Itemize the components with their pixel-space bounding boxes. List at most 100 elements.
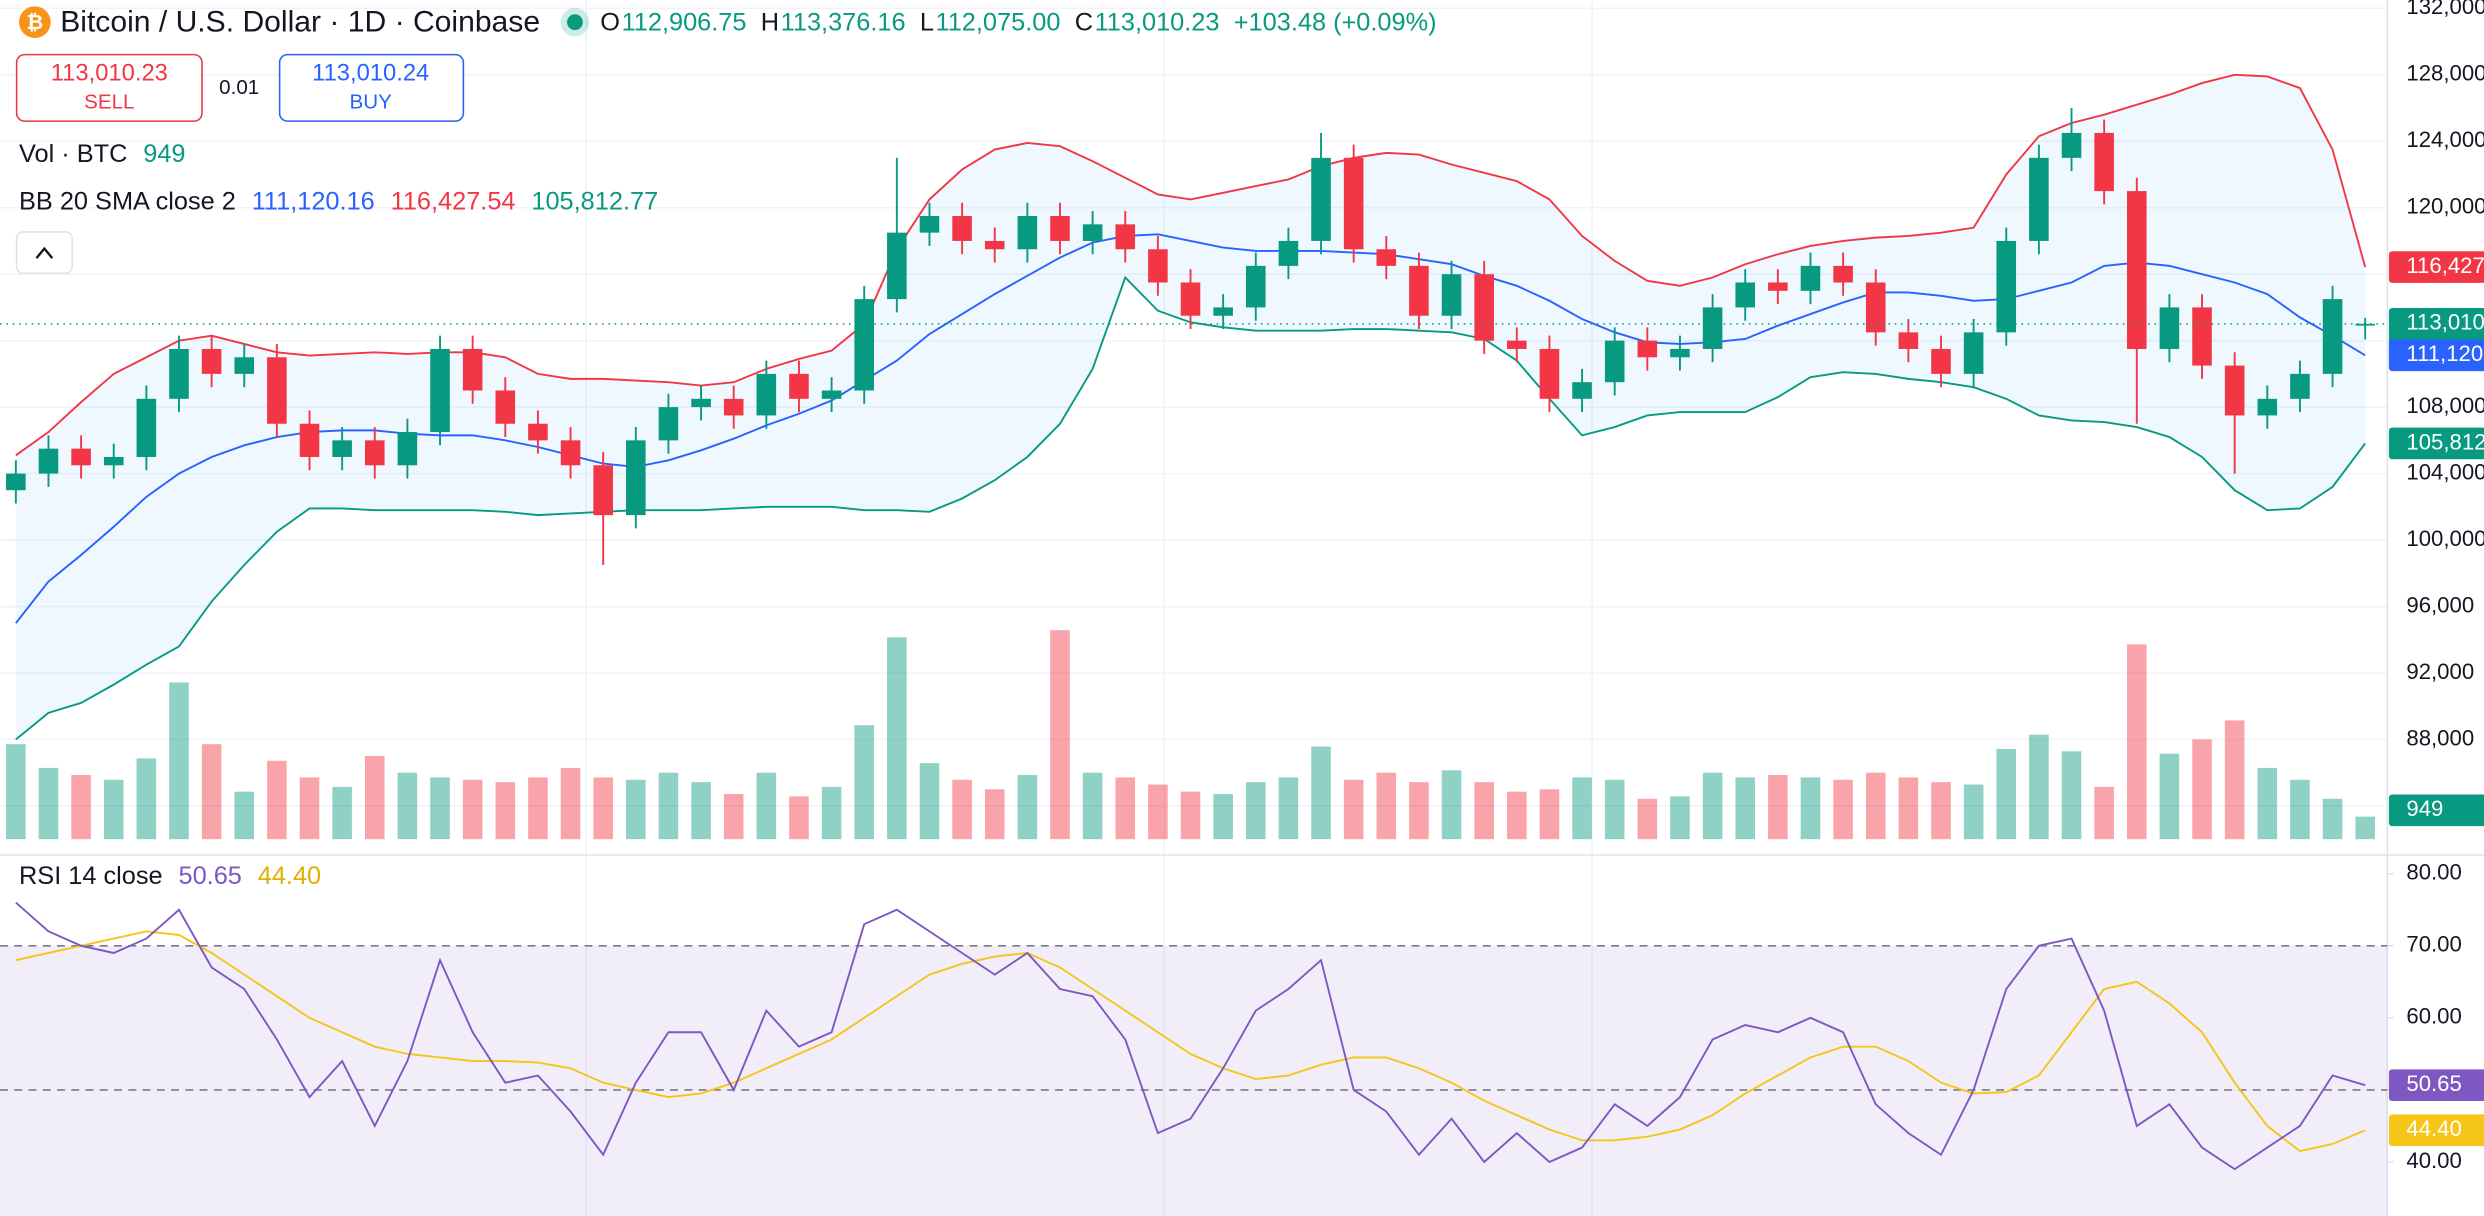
candle-body bbox=[789, 373, 809, 399]
volume-bar bbox=[1213, 794, 1233, 840]
volume-bar bbox=[38, 767, 59, 840]
candle-body bbox=[1050, 216, 1070, 241]
volume-bar bbox=[1800, 777, 1821, 840]
volume-bar bbox=[201, 744, 222, 840]
badge-bb-lower-bg bbox=[2388, 427, 2484, 460]
volume-bar bbox=[1311, 746, 1331, 840]
rsi-label: RSI 14 close bbox=[19, 862, 163, 890]
volume-bar bbox=[1017, 775, 1038, 840]
candle-body bbox=[626, 440, 646, 516]
volume-bar bbox=[1148, 784, 1168, 840]
candle-body bbox=[821, 390, 842, 399]
volume-bar bbox=[1963, 784, 1984, 840]
badge-bb-basis-bg bbox=[2388, 339, 2484, 372]
candle-body bbox=[1996, 240, 2017, 333]
volume-bar bbox=[821, 786, 842, 840]
candle-body bbox=[1963, 332, 1984, 374]
candle-body bbox=[658, 407, 679, 441]
volume-bar bbox=[560, 767, 581, 840]
candle-body bbox=[2257, 398, 2278, 416]
y-tick-label: 128,000 bbox=[2406, 61, 2484, 86]
candle-body bbox=[1474, 274, 1494, 341]
y-tick-label: 120,000 bbox=[2406, 194, 2484, 219]
candle-body bbox=[756, 373, 777, 416]
volume-bar bbox=[364, 756, 385, 840]
y-tick-label: 108,000 bbox=[2406, 393, 2484, 418]
volume-bar bbox=[430, 777, 450, 840]
rsi-tick-label: 80.00 bbox=[2406, 860, 2461, 885]
candle-body bbox=[1017, 216, 1038, 250]
candle-body bbox=[38, 448, 59, 474]
volume-bar bbox=[1572, 777, 1592, 840]
volume-bar bbox=[952, 779, 972, 840]
buy-button[interactable] bbox=[278, 53, 465, 122]
ohlc-value: 112,906.75 bbox=[622, 8, 747, 36]
candle-body bbox=[1898, 332, 1919, 349]
candle-body bbox=[723, 398, 744, 416]
volume-bar bbox=[1735, 777, 1756, 840]
y-tick-label: 100,000 bbox=[2406, 526, 2484, 551]
volume-value: 949 bbox=[143, 140, 185, 168]
candle-body bbox=[1376, 249, 1397, 266]
volume-bar bbox=[2355, 816, 2375, 840]
y-tick-label: 132,000 bbox=[2406, 0, 2484, 19]
volume-bar bbox=[1278, 777, 1299, 840]
candle-body bbox=[2159, 307, 2180, 349]
candle-body bbox=[1082, 224, 1103, 241]
candle-body bbox=[887, 232, 907, 300]
badge-rsi-text: 50.65 bbox=[2406, 1071, 2461, 1096]
volume-bar bbox=[658, 772, 679, 840]
badge-bb-basis: 111,120.16 bbox=[2388, 339, 2484, 372]
candle-body bbox=[267, 357, 287, 424]
rsi-tick-label: 70.00 bbox=[2406, 932, 2461, 957]
volume-bar bbox=[1343, 779, 1364, 840]
candle-body bbox=[1768, 282, 1788, 291]
candle-body bbox=[1343, 157, 1364, 250]
candle-body bbox=[1865, 282, 1886, 333]
badge-rsi-ma-bg bbox=[2388, 1114, 2484, 1147]
volume-bar bbox=[626, 779, 646, 840]
volume-bar bbox=[136, 758, 157, 840]
badge-bb-upper-bg bbox=[2388, 251, 2484, 283]
rsi-ma-value: 44.40 bbox=[258, 862, 321, 890]
ohlc-label: O bbox=[600, 8, 620, 36]
candle-body bbox=[1702, 307, 1723, 349]
candle-body bbox=[1604, 340, 1625, 383]
candle-body bbox=[593, 465, 613, 516]
sell-button[interactable] bbox=[15, 53, 203, 122]
volume-bar bbox=[2061, 751, 2082, 840]
volume-bar bbox=[1768, 775, 1788, 840]
volume-bar bbox=[397, 772, 418, 840]
volume-bar bbox=[1409, 782, 1429, 840]
bb-label: BB 20 SMA close 2 bbox=[19, 187, 236, 215]
candle-body bbox=[201, 348, 222, 374]
volume-bar bbox=[1115, 777, 1136, 840]
candle-body bbox=[397, 432, 418, 466]
volume-bar bbox=[593, 777, 613, 840]
volume-bar bbox=[1539, 789, 1560, 840]
volume-bar bbox=[234, 791, 255, 840]
volume-bar bbox=[2029, 734, 2049, 840]
y-tick-label: 104,000 bbox=[2406, 459, 2484, 484]
candle-body bbox=[2355, 323, 2375, 326]
ohlc-value: 113,376.16 bbox=[781, 8, 906, 36]
candle-body bbox=[462, 348, 483, 391]
volume-bar bbox=[267, 760, 287, 840]
badge-bb-basis-text: 111,120.16 bbox=[2406, 341, 2484, 366]
candle-body bbox=[332, 440, 352, 457]
candle-body bbox=[430, 348, 450, 433]
volume-bar bbox=[691, 782, 711, 840]
collapse-button[interactable] bbox=[15, 231, 73, 274]
btc-icon bbox=[19, 6, 51, 38]
candle-body bbox=[919, 216, 940, 233]
volume-bar bbox=[299, 777, 320, 840]
candle-body bbox=[169, 348, 189, 399]
volume-bar bbox=[332, 786, 352, 840]
volume-bar bbox=[2290, 779, 2310, 840]
symbol-title: Bitcoin / U.S. Dollar · 1D · Coinbase bbox=[60, 6, 540, 39]
candle-body bbox=[1148, 249, 1168, 283]
candle-body bbox=[1539, 348, 1560, 399]
candle-body bbox=[71, 448, 91, 466]
